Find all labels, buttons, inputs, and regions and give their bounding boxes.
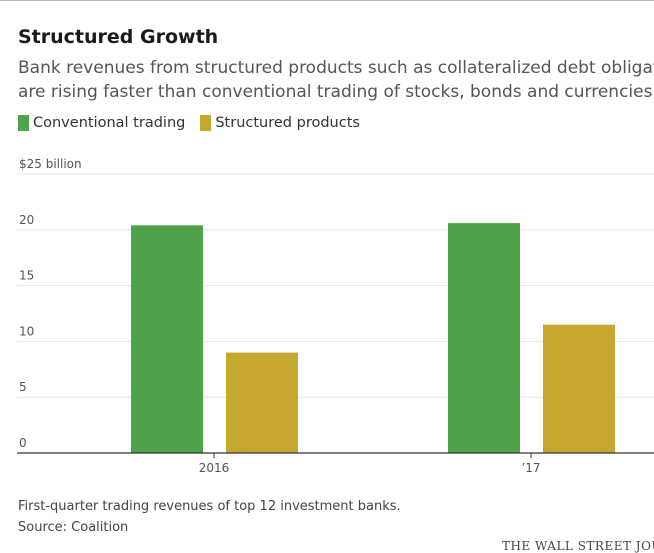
chart-legend: Conventional trading Structured products — [18, 115, 375, 131]
bar-chart: $25 billion 20 15 10 5 0 2016 ’17 — [17, 157, 654, 475]
y-tick-label: 10 — [19, 324, 34, 338]
subtitle-line-2: are rising faster than conventional trad… — [18, 82, 654, 102]
bar-conventional-1 — [448, 223, 520, 453]
y-tick-label: 20 — [19, 213, 34, 227]
chart-subtitle: Bank revenues from structured products s… — [18, 56, 654, 104]
legend-item-conventional: Conventional trading — [18, 115, 185, 131]
y-tick-label: $25 billion — [19, 157, 82, 171]
chart-footnote: First-quarter trading revenues of top 12… — [18, 499, 401, 514]
bar-conventional-0 — [131, 225, 203, 453]
legend-item-structured: Structured products — [200, 115, 360, 131]
chart-title: Structured Growth — [18, 26, 219, 48]
legend-label-structured: Structured products — [215, 115, 360, 131]
y-tick-label: 0 — [19, 436, 27, 450]
legend-swatch-structured — [200, 115, 212, 131]
top-rule — [0, 0, 654, 1]
bar-structured-0 — [226, 352, 298, 453]
x-tick-label: 2016 — [199, 461, 230, 475]
y-tick-label: 15 — [19, 269, 34, 283]
legend-label-conventional: Conventional trading — [33, 115, 186, 131]
chart-source: Source: Coalition — [18, 520, 129, 535]
publisher-credit: THE WALL STREET JOU — [502, 539, 654, 553]
y-tick-label: 5 — [19, 380, 27, 394]
x-tick-label: ’17 — [521, 461, 540, 475]
subtitle-line-1: Bank revenues from structured products s… — [18, 58, 654, 78]
bar-structured-1 — [543, 324, 615, 453]
legend-swatch-conventional — [18, 115, 29, 131]
